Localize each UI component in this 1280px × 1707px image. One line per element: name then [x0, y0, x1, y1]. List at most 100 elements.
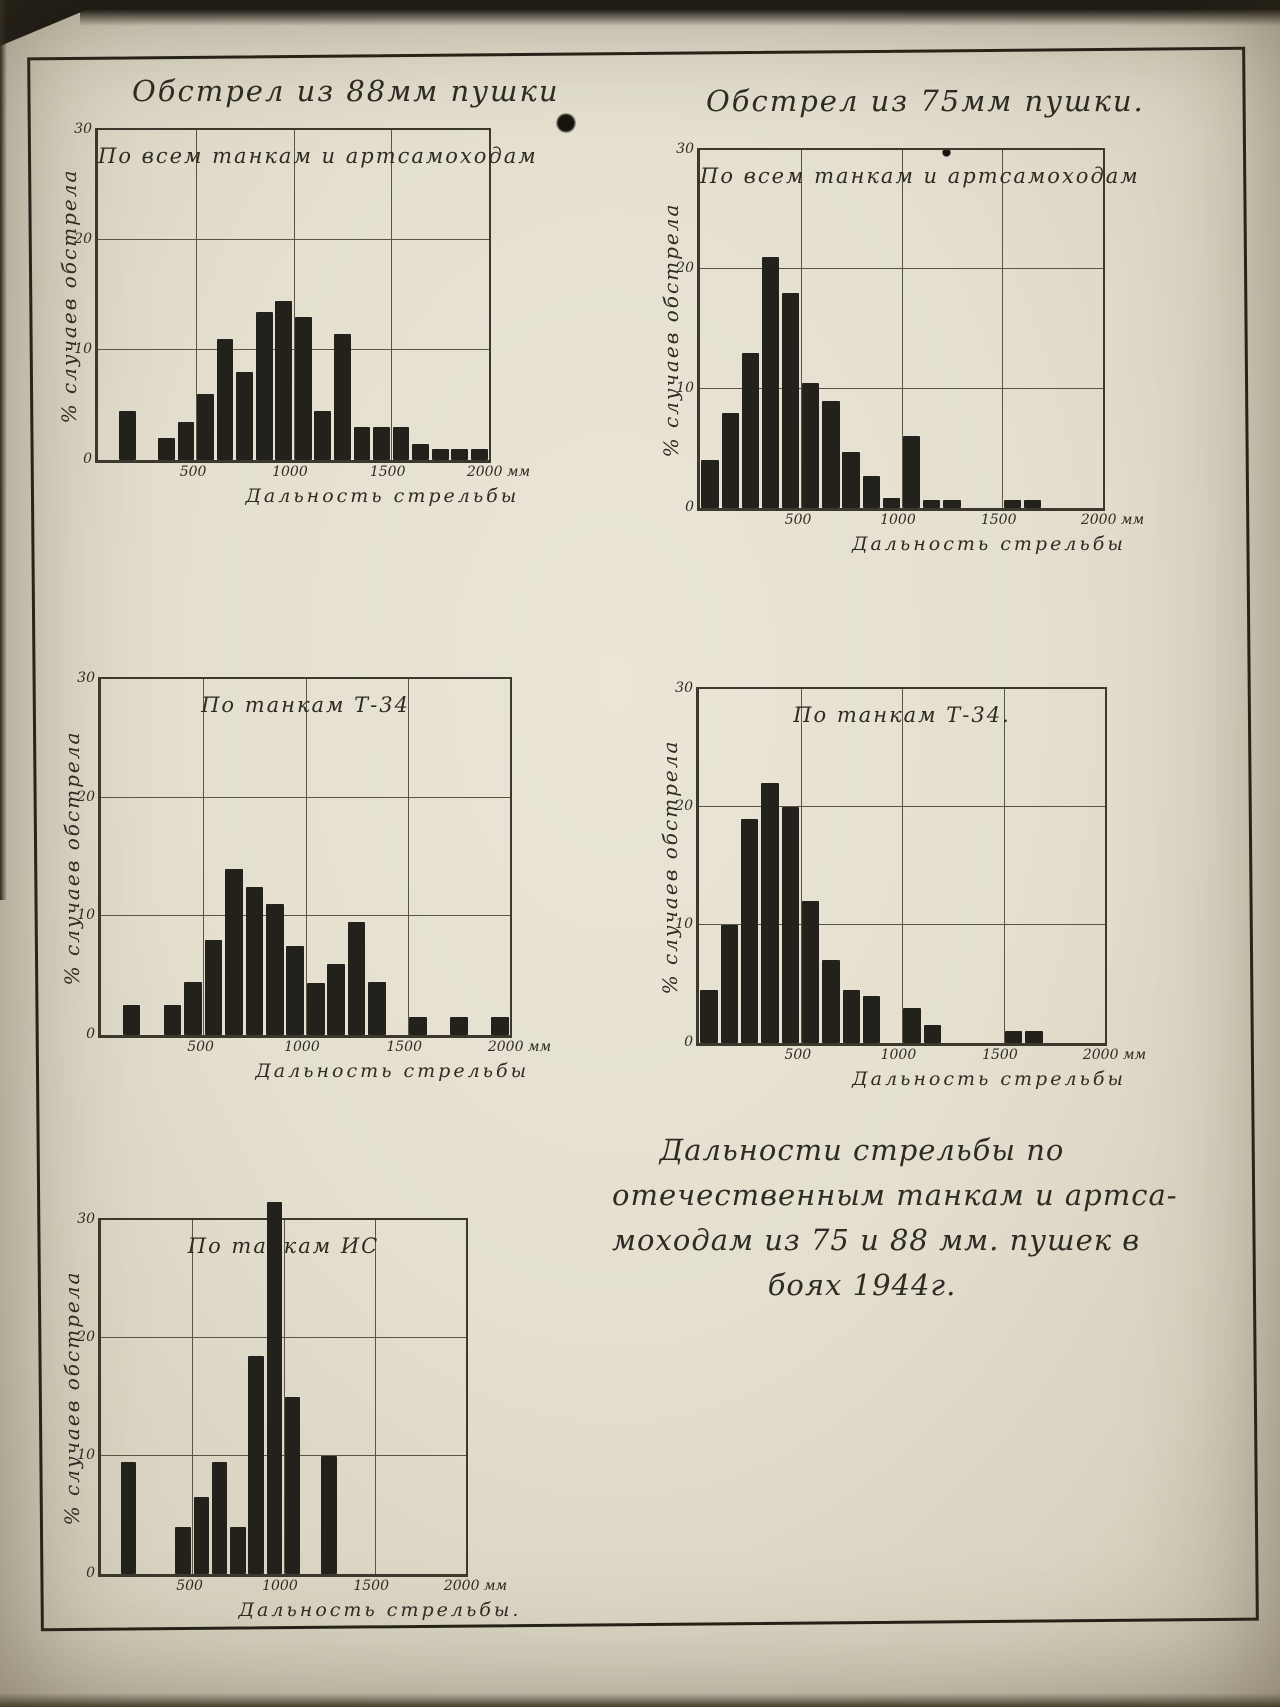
chart-75mm-all-targets: По всем танкам и артсамоходам 30 20 10 0 500…	[659, 141, 1144, 555]
chart-inner-title: По танкам ИС	[187, 1234, 380, 1258]
paper-bottom-edge	[0, 1693, 1280, 1707]
y-tick-label: 30	[675, 680, 693, 697]
y-axis-label: % случаев обстрела	[57, 168, 81, 423]
y-axis-label: % случаев обстрела	[658, 739, 682, 994]
histogram-bar	[781, 807, 800, 1043]
vertical-gridline	[1002, 150, 1004, 508]
y-tick-label: 0	[684, 1034, 693, 1051]
histogram-bar	[450, 1017, 468, 1035]
histogram-bar	[882, 498, 901, 508]
histogram-bar	[802, 382, 820, 508]
x-tick-label: 2000 мм	[443, 1578, 508, 1594]
histogram-bar	[314, 410, 332, 460]
histogram-bar	[862, 995, 881, 1043]
chart-88mm-is: По танкам ИС 30 20 10 0 500 1000 1500 2000 мм %…	[60, 1202, 518, 1621]
x-tick-label: 500	[187, 1039, 214, 1055]
x-tick-label: 2000 мм	[1080, 512, 1145, 528]
vertical-gridline	[902, 689, 903, 1043]
histogram-bar	[700, 989, 718, 1043]
histogram-bar	[120, 1461, 137, 1574]
y-tick-label: 20	[676, 260, 694, 277]
x-axis-label: Дальность стрельбы	[255, 1060, 530, 1082]
y-tick-label: 0	[685, 499, 694, 516]
histogram-bar	[392, 427, 410, 460]
caption-line: отечественным танкам и артса-	[612, 1177, 1178, 1212]
histogram-bar	[801, 901, 820, 1043]
x-tick-label: 500	[176, 1578, 203, 1594]
histogram-bar	[470, 449, 488, 460]
histogram-bar	[255, 311, 273, 460]
histogram-bar	[216, 339, 234, 460]
caption-line: моходам из 75 и 88 мм. пушек в	[612, 1222, 1141, 1257]
histogram-bar	[842, 451, 860, 508]
x-tick-label: 1500	[353, 1578, 390, 1594]
histogram-bar	[409, 1017, 427, 1035]
x-axis-label: Дальность стрельбы	[852, 1068, 1126, 1090]
x-tick-label: 1500	[386, 1039, 423, 1055]
y-tick-label: 30	[74, 121, 92, 138]
histogram-bar	[761, 257, 780, 508]
x-tick-label: 500	[784, 1047, 812, 1063]
histogram-bar	[230, 1526, 246, 1574]
histogram-bar	[903, 1007, 921, 1043]
histogram-bar	[245, 886, 264, 1035]
x-tick-label: 1000	[272, 464, 308, 480]
figure-caption: Дальности стрельбы по отечественным танк…	[612, 1128, 1178, 1308]
column-title-88mm: Обстрел из 88мм пушки	[132, 74, 560, 108]
histogram-bar	[741, 352, 760, 508]
histogram-bar	[943, 499, 961, 508]
x-tick-label: 1500	[369, 464, 406, 480]
histogram-bar	[347, 922, 366, 1035]
x-tick-label: 1500	[982, 1047, 1018, 1063]
histogram-bar	[248, 1355, 264, 1574]
vertical-gridline	[901, 150, 903, 508]
histogram-bar	[822, 960, 840, 1043]
x-tick-label: 1000	[284, 1039, 320, 1055]
y-axis-label: % случаев обстрела	[60, 730, 84, 985]
y-tick-label: 10	[77, 907, 95, 924]
y-tick-label: 10	[74, 341, 92, 358]
histogram-bar	[373, 427, 390, 460]
histogram-bar	[163, 1005, 182, 1035]
x-tick-label: 2000 мм	[466, 464, 531, 480]
histogram-bar	[701, 460, 719, 508]
ink-speck	[942, 148, 951, 157]
y-tick-label: 10	[675, 916, 693, 933]
caption-line: боях 1944г.	[767, 1267, 957, 1302]
histogram-bar	[184, 981, 202, 1035]
plot-area: По всем танкам и артсамоходам 30 20 10 0 500…	[74, 121, 536, 480]
vertical-gridline	[283, 1220, 285, 1574]
histogram-bar	[327, 963, 345, 1035]
vertical-gridline	[800, 689, 802, 1043]
plot-area: По танкам Т-34 30 20 10 0 500 1000 1500 2000 мм	[77, 670, 551, 1055]
vertical-gridline	[374, 1220, 376, 1574]
x-tick-label: 2000 мм	[487, 1039, 552, 1055]
y-axis-label: % случаев обстрела	[659, 202, 683, 457]
histogram-bar	[197, 394, 214, 460]
histogram-bar	[1004, 1031, 1023, 1043]
histogram-bar	[782, 293, 800, 508]
histogram-bar	[490, 1017, 509, 1035]
column-title-75mm: Обстрел из 75мм пушки.	[706, 84, 1145, 118]
x-axis-label: Дальность стрельбы	[852, 533, 1126, 555]
photo-background-top-edge	[80, 0, 1280, 26]
y-tick-label: 0	[86, 1026, 95, 1043]
vertical-gridline	[407, 679, 409, 1035]
vertical-gridline	[195, 130, 197, 460]
plot-area: По танкам ИС 30 20 10 0 500 1000 1500 2000 мм	[77, 1202, 507, 1594]
vertical-gridline	[1003, 689, 1005, 1043]
histogram-bar	[412, 443, 429, 460]
histogram-bar	[204, 940, 223, 1035]
y-tick-label: 30	[77, 1211, 95, 1228]
histogram-bar	[122, 1005, 141, 1035]
histogram-bar	[306, 982, 325, 1035]
chart-88mm-t34: По танкам Т-34 30 20 10 0 500 1000 1500 2000 мм…	[60, 670, 551, 1082]
x-tick-label: 500	[784, 512, 812, 528]
histogram-bar	[431, 449, 449, 460]
histogram-bar	[720, 925, 739, 1043]
histogram-bar	[353, 427, 371, 460]
x-tick-label: 1500	[980, 512, 1017, 528]
chart-inner-title: По всем танкам и артсамоходам	[700, 164, 1140, 188]
histogram-bar	[286, 946, 305, 1035]
